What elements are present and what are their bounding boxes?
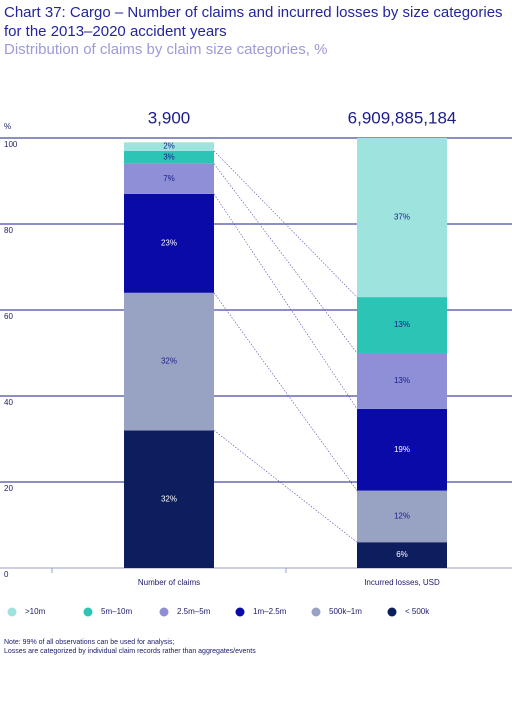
- bar-segment: [357, 542, 447, 568]
- x-tick-label: Number of claims: [138, 578, 200, 587]
- value-label: 13%: [394, 376, 410, 385]
- legend-label: 5m–10m: [101, 607, 132, 616]
- chart-subtitle: Distribution of claims by claim size cat…: [4, 41, 328, 58]
- bar-segment: [124, 193, 214, 293]
- bar-segment: [124, 142, 214, 151]
- connector: [213, 163, 358, 354]
- y-tick-label: 40: [4, 398, 13, 407]
- bar-segment: [124, 150, 214, 164]
- value-label: 13%: [394, 320, 410, 329]
- total-label: 6,909,885,184: [348, 108, 457, 127]
- bar-segment: [357, 138, 447, 298]
- y-tick-label: 20: [4, 484, 13, 493]
- value-label: 7%: [163, 174, 175, 183]
- connector: [213, 193, 358, 410]
- note: Losses are categorized by individual cla…: [4, 648, 256, 655]
- bar-segment: [357, 408, 447, 491]
- bar-segment: [357, 353, 447, 409]
- value-label: 19%: [394, 445, 410, 454]
- bar-segment: [357, 490, 447, 543]
- y-tick-label: 100: [4, 140, 18, 149]
- y-tick-label: 60: [4, 312, 13, 321]
- x-tick-label: Incurred losses, USD: [364, 578, 440, 587]
- legend-marker: [83, 607, 93, 617]
- y-tick-label: 80: [4, 226, 13, 235]
- bar-segment: [124, 430, 214, 568]
- legend-marker: [311, 607, 321, 617]
- value-label: 2%: [163, 142, 175, 151]
- bar-segment: [357, 297, 447, 353]
- legend-label: 2.5m–5m: [177, 607, 211, 616]
- value-label: 37%: [394, 213, 410, 222]
- bar-segment: [124, 292, 214, 431]
- value-label: 23%: [161, 238, 177, 247]
- note: Note: 99% of all observations can be use…: [4, 639, 174, 646]
- legend-label: >10m: [25, 607, 46, 616]
- connector: [213, 292, 358, 491]
- value-label: 6%: [396, 550, 408, 559]
- legend-marker: [387, 607, 397, 617]
- connector: [213, 430, 358, 543]
- value-label: 32%: [161, 494, 177, 503]
- legend-label: 500k–1m: [329, 607, 362, 616]
- legend-marker: [159, 607, 169, 617]
- legend-label: < 500k: [405, 607, 430, 616]
- legend-label: 1m–2.5m: [253, 607, 287, 616]
- y-tick-label: 0: [4, 570, 9, 579]
- value-label: 32%: [161, 357, 177, 366]
- bar-segment: [124, 163, 214, 194]
- y-axis-label: %: [4, 122, 11, 131]
- value-label: 12%: [394, 512, 410, 521]
- legend-marker: [7, 607, 17, 617]
- connector: [213, 150, 358, 298]
- legend-marker: [235, 607, 245, 617]
- chart-title: Chart 37: Cargo – Number of claims and i…: [4, 4, 503, 40]
- value-label: 3%: [163, 152, 175, 161]
- total-label: 3,900: [148, 108, 191, 127]
